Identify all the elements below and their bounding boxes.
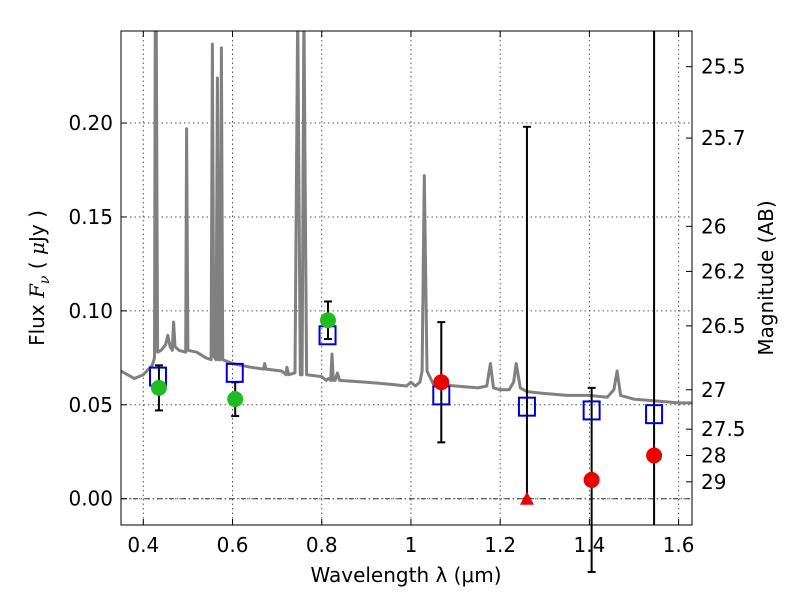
- y-tick-label: 0.10: [68, 299, 113, 323]
- model-square-marker: [582, 400, 601, 421]
- green-circle-marker: [150, 379, 167, 396]
- right-tick-label: 26.5: [701, 314, 746, 338]
- right-tick-label: 28: [701, 444, 726, 468]
- right-tick-label: 27: [701, 378, 726, 402]
- model-square-marker: [517, 396, 536, 417]
- right-tick-label: 25.5: [701, 55, 746, 79]
- x-tick-label: 1.6: [663, 533, 695, 557]
- x-tick-label: 1: [405, 533, 418, 557]
- red-triangle-marker: [519, 491, 534, 505]
- y-axis-label: Flux Fν ( μJy ): [25, 210, 53, 346]
- red-circle-marker: [646, 447, 663, 464]
- y-tick-label: 0.15: [68, 205, 113, 229]
- x-tick-label: 1.2: [484, 533, 516, 557]
- model-square-marker: [645, 404, 664, 425]
- x-axis-label: Wavelength λ (μm): [310, 563, 501, 587]
- spectrum: [121, 31, 692, 405]
- axis-ticks: 0.4 0.6 0.8 1 1.2 1.4 1.6 0.00 0.05 0.10 0.15 0.20 2…: [68, 31, 746, 557]
- x-tick-label: 1.4: [573, 533, 605, 557]
- x-tick-label: 0.8: [306, 533, 338, 557]
- right-tick-label: 26: [701, 214, 726, 238]
- y-tick-label: 0.05: [68, 393, 113, 417]
- x-tick-label: 0.6: [217, 533, 249, 557]
- spectrum-line: [121, 31, 692, 405]
- y-tick-label: 0.00: [68, 487, 113, 511]
- x-tick-label: 0.4: [127, 533, 159, 557]
- right-tick-label: 25.7: [701, 126, 746, 150]
- green-circle-marker: [319, 312, 336, 329]
- red-circle-marker: [583, 471, 600, 488]
- green-circle-marker: [227, 391, 244, 408]
- right-tick-label: 29: [701, 470, 726, 494]
- red-circle-marker: [433, 374, 450, 391]
- y-tick-label: 0.20: [68, 111, 113, 135]
- right-axis-label: Magnitude (AB): [754, 200, 778, 355]
- plot-frame: [120, 30, 693, 526]
- plot-background: [121, 31, 692, 525]
- right-tick-label: 27.5: [701, 417, 746, 441]
- markers: [149, 312, 664, 505]
- right-tick-label: 26.2: [701, 259, 746, 283]
- model-square-marker: [225, 362, 244, 383]
